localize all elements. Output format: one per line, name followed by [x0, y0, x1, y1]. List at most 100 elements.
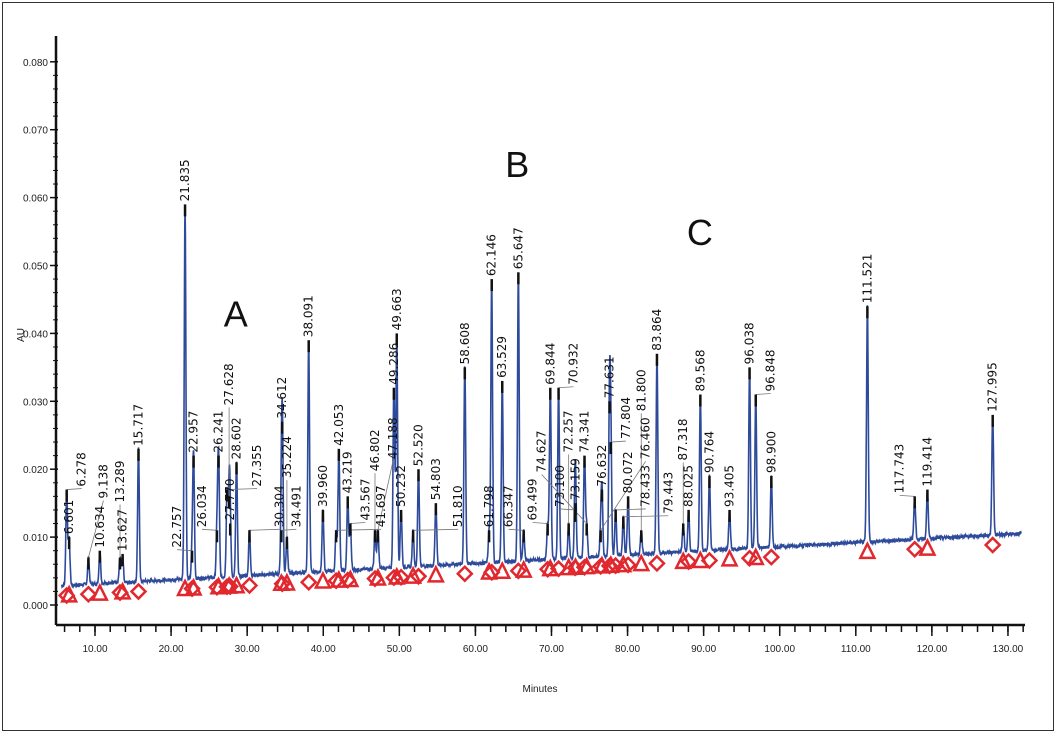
peak-label: 63.529 [495, 336, 509, 378]
peak-label: 111.521 [860, 254, 874, 304]
diamond-marker [456, 565, 474, 583]
peak-label: 96.038 [743, 322, 757, 364]
y-tick-label: 0.030 [23, 397, 48, 408]
label-leader-line [600, 461, 646, 531]
triangle-marker [426, 564, 445, 583]
triangle-marker [404, 565, 423, 584]
peak-label: 79.443 [661, 472, 675, 514]
x-tick-label: 20.00 [159, 644, 184, 655]
peak-label: 13.627 [116, 509, 130, 551]
peak-label: 83.864 [650, 309, 664, 351]
peak-label: 66.347 [502, 485, 516, 527]
peak-label: 87.318 [676, 419, 690, 461]
peak-label: 77.804 [619, 397, 633, 439]
peak-label: 88.025 [682, 465, 696, 507]
y-tick-label: 0.070 [23, 126, 48, 137]
annotation-label: C [687, 212, 713, 253]
triangle-marker [227, 575, 246, 594]
x-tick-label: 100.00 [764, 644, 795, 655]
diamond-marker [240, 576, 259, 595]
x-tick-label: 30.00 [235, 644, 260, 655]
peak-label: 27.355 [250, 445, 264, 487]
triangle-marker [592, 555, 611, 574]
peak-label: 9.138 [96, 464, 110, 498]
peak-label: 30.304 [272, 485, 286, 527]
diamond-marker [129, 582, 148, 601]
diamond-marker [740, 549, 759, 568]
label-leader-line [413, 528, 459, 531]
triangle-marker [674, 551, 693, 570]
peak-label: 27.770 [223, 479, 237, 521]
x-tick-label: 60.00 [463, 644, 488, 655]
peak-label: 81.800 [634, 369, 648, 411]
label-leader-line [610, 440, 626, 443]
peak-label: 27.628 [222, 363, 236, 405]
peak-markers [57, 536, 1002, 605]
peak-label: 61.798 [482, 485, 496, 527]
triangle-marker [614, 554, 633, 573]
y-tick-label: 0.020 [23, 465, 48, 476]
peak-label: 54.803 [429, 458, 443, 500]
peak-label: 69.499 [526, 479, 540, 521]
peak-label: 52.520 [411, 424, 425, 466]
peak-label: 46.802 [368, 429, 382, 471]
triangle-marker [514, 559, 533, 578]
chromatogram-trace [60, 206, 1022, 589]
annotation-label: B [505, 144, 529, 185]
peak-label: 6.601 [62, 500, 76, 534]
peak-label: 73.100 [553, 465, 567, 507]
peak-label: 80.072 [621, 451, 635, 493]
label-leader-line [377, 461, 394, 531]
triangle-marker [493, 560, 512, 579]
peak-label: 26.241 [212, 411, 226, 453]
diamond-marker [648, 554, 666, 573]
label-leader-line [249, 528, 280, 531]
label-leader-line [560, 508, 576, 511]
peak-label: 15.717 [131, 404, 145, 446]
diamond-marker [983, 536, 1002, 554]
peak-label: 47.188 [386, 417, 400, 459]
peak-label: 43.219 [341, 451, 355, 493]
diamond-marker [482, 563, 501, 582]
peak-label: 35.224 [280, 436, 294, 478]
triangle-marker [277, 572, 296, 591]
triangle-marker [313, 570, 332, 589]
annotation-label: A [224, 294, 248, 335]
label-leader-lines [66, 386, 915, 558]
peak-label: 72.257 [562, 411, 576, 453]
diamond-marker [679, 552, 698, 571]
peak-label: 117.743 [893, 444, 907, 494]
triangle-marker [918, 537, 937, 556]
peak-label: 43.567 [358, 479, 372, 521]
label-leader-line [177, 549, 193, 552]
x-tick-label: 80.00 [615, 644, 640, 655]
x-axis-label: Minutes [522, 684, 557, 695]
peak-label: 50.232 [394, 465, 408, 507]
annotations: A B C [224, 144, 713, 334]
peak-label: 78.433 [639, 465, 653, 507]
label-leader-line [541, 474, 587, 524]
peak-label: 10.634 [93, 506, 107, 548]
diamond-marker [392, 568, 410, 587]
peak-label: 28.602 [230, 417, 244, 459]
label-leader-line [615, 508, 646, 511]
label-leader-line [88, 500, 104, 558]
label-leader-line [899, 494, 915, 497]
triangle-marker [60, 584, 79, 603]
y-axis-label: AU [16, 328, 27, 342]
y-tick-label: 0.010 [23, 533, 48, 544]
diamond-marker [299, 573, 318, 592]
triangle-marker [184, 577, 203, 596]
diamond-marker [619, 556, 637, 574]
triangle-marker [113, 581, 132, 600]
peak-label: 89.568 [693, 350, 707, 392]
diamond-marker [700, 551, 719, 570]
peak-label: 22.957 [187, 411, 201, 453]
peak-label: 41.697 [374, 485, 388, 527]
peak-label: 76.460 [639, 417, 653, 459]
diamond-marker [905, 540, 924, 559]
x-tick-label: 130.00 [993, 644, 1024, 655]
diamond-marker [762, 548, 781, 566]
label-leader-line [350, 522, 366, 524]
label-leader-line [227, 488, 258, 490]
